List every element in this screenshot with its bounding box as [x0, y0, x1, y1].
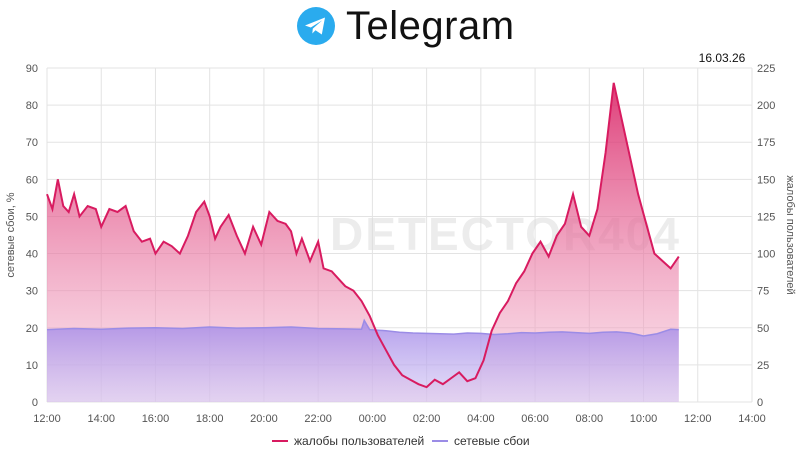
- legend: жалобы пользователей сетевые сбои: [0, 432, 800, 450]
- series-area-outages: [47, 320, 679, 402]
- x-tick-label: 22:00: [304, 413, 332, 425]
- x-tick-label: 12:00: [684, 413, 712, 425]
- left-tick-label: 0: [32, 397, 38, 409]
- left-tick-label: 20: [26, 323, 38, 335]
- right-tick-label: 200: [757, 100, 775, 112]
- chart: DETECTOR40401020304050607080900255075100…: [5, 51, 796, 425]
- right-tick-label: 75: [757, 286, 769, 298]
- x-tick-label: 04:00: [467, 413, 495, 425]
- x-tick-label: 06:00: [521, 413, 549, 425]
- right-tick-label: 175: [757, 137, 775, 149]
- x-tick-label: 02:00: [413, 413, 441, 425]
- left-tick-label: 30: [26, 286, 38, 298]
- right-tick-label: 125: [757, 211, 775, 223]
- legend-swatch-complaints: [272, 440, 288, 442]
- left-tick-label: 50: [26, 211, 38, 223]
- left-tick-label: 40: [26, 249, 38, 261]
- legend-label-outages: сетевые сбои: [454, 434, 530, 448]
- header: Telegram: [0, 0, 800, 56]
- x-tick-label: 20:00: [250, 413, 278, 425]
- x-tick-label: 12:00: [33, 413, 61, 425]
- x-tick-label: 16:00: [142, 413, 170, 425]
- series-line-complaints: [46, 82, 680, 389]
- left-tick-label: 60: [26, 174, 38, 186]
- x-tick-label: 10:00: [630, 413, 658, 425]
- x-tick-label: 18:00: [196, 413, 224, 425]
- left-axis-title: сетевые сбои, %: [5, 192, 17, 277]
- series-area-complaints: [47, 82, 679, 402]
- right-tick-label: 25: [757, 360, 769, 372]
- app-title: Telegram: [346, 4, 515, 48]
- x-tick-label: 00:00: [359, 413, 387, 425]
- date-label: 16.03.26: [699, 51, 746, 65]
- right-tick-label: 100: [757, 249, 775, 261]
- x-tick-label: 14:00: [738, 413, 766, 425]
- left-tick-label: 10: [26, 360, 38, 372]
- series-line-outages: [46, 318, 679, 337]
- left-tick-label: 70: [26, 137, 38, 149]
- right-tick-label: 150: [757, 174, 775, 186]
- legend-label-complaints: жалобы пользователей: [294, 434, 425, 448]
- x-tick-label: 08:00: [576, 413, 604, 425]
- telegram-logo-icon: [297, 7, 335, 45]
- right-axis-title: жалобы пользователей: [784, 175, 796, 294]
- axes: 0 10 20 30 40 50 60 70 80 90 0 25 50 75 100 125 150 175 20…: [26, 63, 776, 425]
- right-tick-label: 225: [757, 63, 775, 75]
- x-tick-label: 14:00: [87, 413, 115, 425]
- left-tick-label: 90: [26, 63, 38, 75]
- right-tick-label: 0: [757, 397, 763, 409]
- right-tick-label: 50: [757, 323, 769, 335]
- left-tick-label: 80: [26, 100, 38, 112]
- legend-swatch-outages: [432, 440, 448, 442]
